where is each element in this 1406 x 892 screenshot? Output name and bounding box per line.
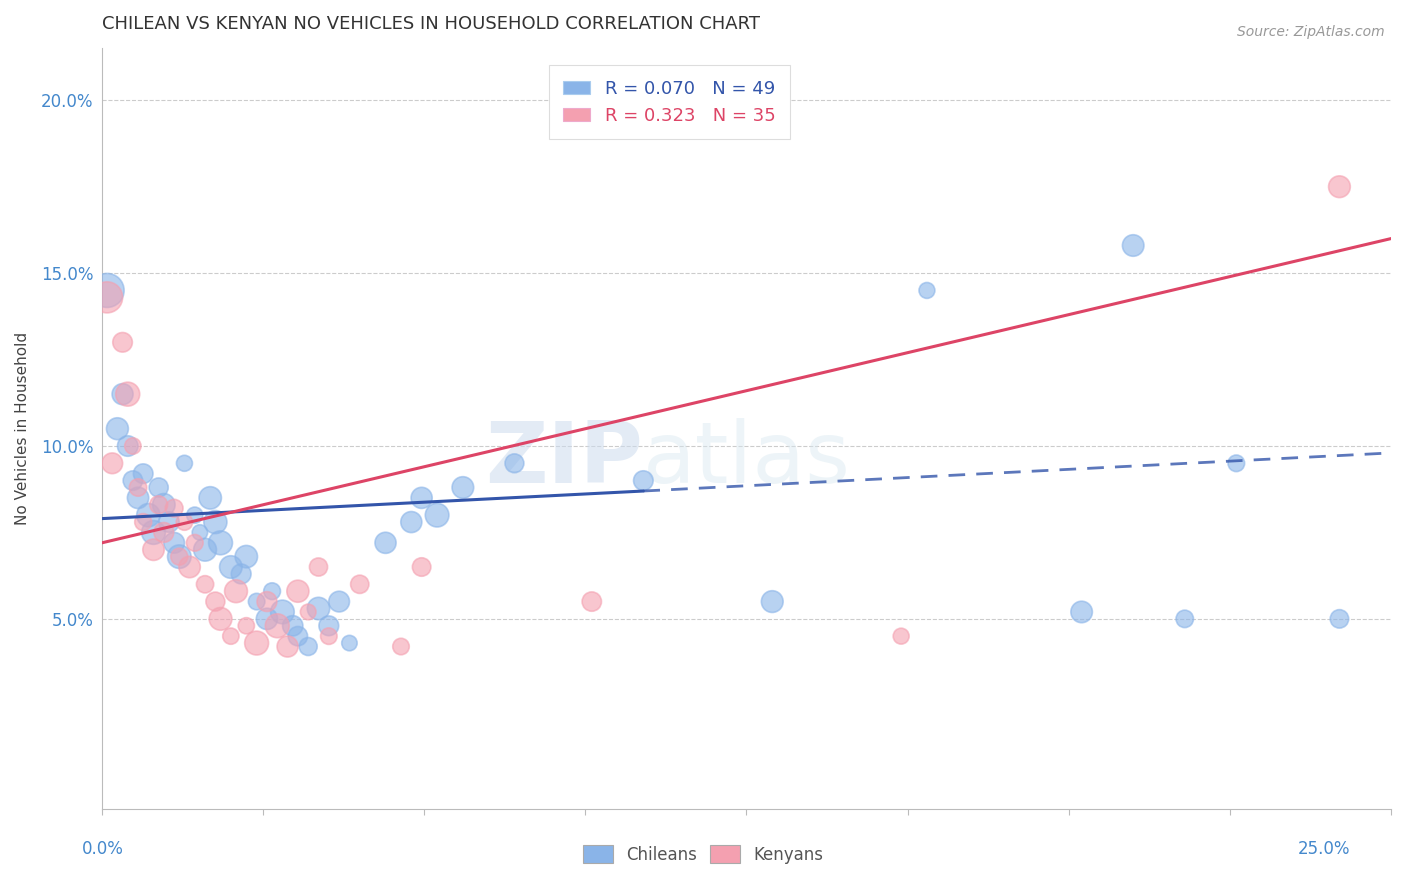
Point xyxy=(138,508,160,523)
Point xyxy=(308,601,330,615)
Point xyxy=(890,629,912,643)
Point xyxy=(1122,238,1144,252)
Point xyxy=(204,594,226,608)
Point xyxy=(153,525,176,540)
Point xyxy=(122,439,145,453)
Point xyxy=(339,636,361,650)
Point xyxy=(132,467,155,481)
Point xyxy=(318,629,340,643)
Point xyxy=(246,636,269,650)
Point xyxy=(173,456,195,470)
Point xyxy=(173,515,195,529)
Point xyxy=(163,501,186,516)
Y-axis label: No Vehicles in Household: No Vehicles in Household xyxy=(15,332,30,525)
Point xyxy=(318,619,340,633)
Point xyxy=(451,481,474,495)
Point xyxy=(148,481,170,495)
Point xyxy=(169,549,191,564)
Point xyxy=(179,560,201,574)
Point xyxy=(96,290,118,304)
Text: ZIP: ZIP xyxy=(485,417,644,500)
Point xyxy=(153,498,176,512)
Point xyxy=(581,594,603,608)
Point xyxy=(194,542,217,557)
Point xyxy=(219,560,242,574)
Point xyxy=(297,640,319,654)
Point xyxy=(256,594,278,608)
Point xyxy=(389,640,412,654)
Point xyxy=(169,549,191,564)
Point xyxy=(194,577,217,591)
Text: CHILEAN VS KENYAN NO VEHICLES IN HOUSEHOLD CORRELATION CHART: CHILEAN VS KENYAN NO VEHICLES IN HOUSEHO… xyxy=(103,15,761,33)
Point xyxy=(1070,605,1092,619)
Point xyxy=(1329,179,1351,194)
Point xyxy=(411,560,433,574)
Point xyxy=(111,335,134,350)
Point xyxy=(157,515,180,529)
Point xyxy=(184,508,207,523)
Point xyxy=(96,284,118,298)
Point xyxy=(235,619,257,633)
Point xyxy=(117,387,139,401)
Point xyxy=(142,525,165,540)
Point xyxy=(308,560,330,574)
Point xyxy=(503,456,526,470)
Point xyxy=(163,536,186,550)
Point xyxy=(266,619,288,633)
Point xyxy=(111,387,134,401)
Point xyxy=(209,612,232,626)
Legend: Chileans, Kenyans: Chileans, Kenyans xyxy=(576,838,830,871)
Point xyxy=(426,508,449,523)
Point xyxy=(246,594,269,608)
Point xyxy=(235,549,257,564)
Point xyxy=(127,481,149,495)
Point xyxy=(761,594,783,608)
Point xyxy=(127,491,149,505)
Point xyxy=(225,584,247,599)
Point xyxy=(1329,612,1351,626)
Point xyxy=(188,525,211,540)
Text: atlas: atlas xyxy=(644,417,852,500)
Point xyxy=(271,605,294,619)
Point xyxy=(219,629,242,643)
Point xyxy=(132,515,155,529)
Point xyxy=(374,536,396,550)
Point xyxy=(184,536,207,550)
Point xyxy=(142,542,165,557)
Point xyxy=(209,536,232,550)
Point xyxy=(117,439,139,453)
Text: Source: ZipAtlas.com: Source: ZipAtlas.com xyxy=(1237,25,1385,39)
Point xyxy=(101,456,124,470)
Point xyxy=(287,584,309,599)
Point xyxy=(231,566,253,581)
Point xyxy=(277,640,299,654)
Text: 0.0%: 0.0% xyxy=(82,840,124,858)
Point xyxy=(107,422,129,436)
Point xyxy=(287,629,309,643)
Point xyxy=(915,284,938,298)
Point xyxy=(200,491,222,505)
Legend: R = 0.070   N = 49, R = 0.323   N = 35: R = 0.070 N = 49, R = 0.323 N = 35 xyxy=(548,65,790,139)
Point xyxy=(297,605,319,619)
Point xyxy=(328,594,350,608)
Point xyxy=(411,491,433,505)
Text: 25.0%: 25.0% xyxy=(1298,840,1351,858)
Point xyxy=(1174,612,1197,626)
Point xyxy=(122,474,145,488)
Point xyxy=(1225,456,1247,470)
Point xyxy=(256,612,278,626)
Point xyxy=(148,498,170,512)
Point xyxy=(401,515,423,529)
Point xyxy=(349,577,371,591)
Point xyxy=(204,515,226,529)
Point xyxy=(262,584,284,599)
Point xyxy=(281,619,304,633)
Point xyxy=(633,474,655,488)
